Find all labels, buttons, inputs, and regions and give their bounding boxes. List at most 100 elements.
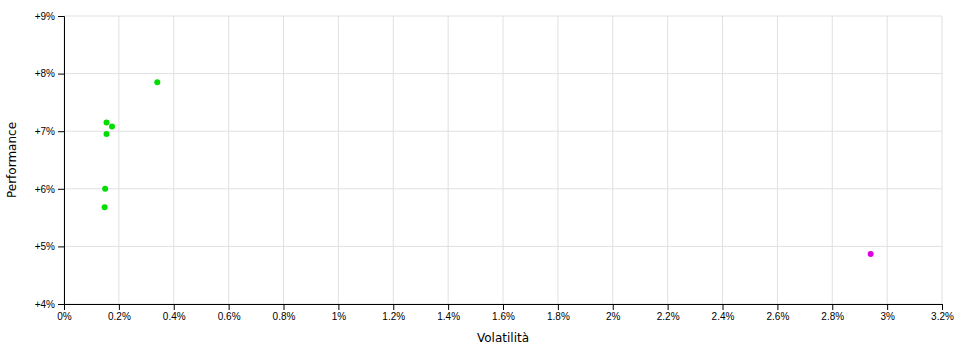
tick: +9%: [35, 11, 64, 22]
tick-mark: [887, 304, 888, 310]
tick: 1.6%: [492, 304, 515, 322]
tick: 3%: [880, 304, 895, 322]
tick-label: 1%: [332, 311, 347, 322]
grid-line-y: [64, 131, 942, 132]
point: [154, 79, 160, 85]
grid-line-x: [338, 16, 339, 304]
plot: 0% 0.2% 0.4% 0.6% 0.8% 1% 1.2% 1.4% 1.6% 1.8% 2% 2.…: [35, 11, 954, 322]
tick-label: 2%: [606, 311, 621, 322]
grid-line-x: [667, 16, 668, 304]
tick-mark: [284, 304, 285, 310]
x-axis-title: Volatilità: [477, 331, 529, 345]
tick-mark: [393, 304, 394, 310]
point: [109, 124, 115, 130]
grid-line-y: [64, 16, 942, 17]
tick-mark: [942, 304, 943, 310]
tick-label: 1.4%: [437, 311, 460, 322]
grid-line-x: [503, 16, 504, 304]
tick-label: +8%: [35, 68, 55, 79]
tick: 0.6%: [218, 304, 241, 322]
tick-label: 2.2%: [657, 311, 680, 322]
grid-line-x: [283, 16, 284, 304]
grid-line-x: [832, 16, 833, 304]
tick-mark: [58, 16, 64, 17]
tick: 1.4%: [437, 304, 460, 322]
tick: 1.8%: [547, 304, 570, 322]
grid-line-x: [118, 16, 119, 304]
tick: 2.8%: [821, 304, 844, 322]
grid-line-x: [722, 16, 723, 304]
tick-mark: [58, 304, 64, 305]
tick: +6%: [35, 184, 64, 195]
tick-label: 3.2%: [931, 311, 954, 322]
tick: 0.8%: [273, 304, 296, 322]
tick-label: 0.8%: [273, 311, 296, 322]
series: [868, 251, 874, 257]
tick-label: +5%: [35, 241, 55, 252]
series: [102, 79, 161, 210]
tick: 0.2%: [108, 304, 131, 322]
tick-label: +4%: [35, 299, 55, 310]
grid-line-x: [173, 16, 174, 304]
grid-line-x: [777, 16, 778, 304]
tick: 2.2%: [657, 304, 680, 322]
tick: 0.4%: [163, 304, 186, 322]
marks: [102, 79, 874, 257]
tick-label: 1.8%: [547, 311, 570, 322]
tick-mark: [174, 304, 175, 310]
tick-mark: [558, 304, 559, 310]
tick: 2%: [606, 304, 621, 322]
tick: +7%: [35, 126, 64, 137]
tick-mark: [58, 131, 64, 132]
grid-line-x: [228, 16, 229, 304]
tick-label: 3%: [880, 311, 895, 322]
tick-mark: [229, 304, 230, 310]
tick-label: 0%: [57, 311, 72, 322]
tick-label: 0.6%: [218, 311, 241, 322]
axis-line: [65, 305, 943, 311]
tick-mark: [777, 304, 778, 310]
grid-line-y: [64, 246, 942, 247]
point: [104, 131, 110, 137]
point: [104, 120, 110, 126]
tick-label: +7%: [35, 126, 55, 137]
chart: 0% 0.2% 0.4% 0.6% 0.8% 1% 1.2% 1.4% 1.6% 1.8% 2% 2.…: [0, 0, 966, 350]
tick-label: 2.4%: [712, 311, 735, 322]
tick: 1.2%: [382, 304, 405, 322]
tick: 3.2%: [931, 304, 954, 322]
grid-line-x: [448, 16, 449, 304]
y-axis-title: Performance: [5, 122, 19, 198]
point: [868, 251, 874, 257]
tick-label: 1.6%: [492, 311, 515, 322]
tick-label: +9%: [35, 11, 55, 22]
tick-label: +6%: [35, 184, 55, 195]
tick-mark: [668, 304, 669, 310]
grid-line-x: [942, 16, 943, 304]
grid-line-y: [64, 188, 942, 189]
x-axis: 0% 0.2% 0.4% 0.6% 0.8% 1% 1.2% 1.4% 1.6% 1.8% 2% 2.…: [57, 304, 954, 322]
tick: +8%: [35, 68, 64, 79]
grid: [64, 16, 942, 304]
tick: 0%: [57, 304, 72, 322]
tick: 2.4%: [712, 304, 735, 322]
tick-mark: [58, 246, 64, 247]
tick-mark: [58, 189, 64, 190]
tick-label: 2.6%: [766, 311, 789, 322]
tick: 1%: [332, 304, 347, 322]
grid-line-x: [393, 16, 394, 304]
tick-mark: [613, 304, 614, 310]
tick-mark: [503, 304, 504, 310]
tick-label: 1.2%: [382, 311, 405, 322]
tick: 2.6%: [766, 304, 789, 322]
tick-label: 2.8%: [821, 311, 844, 322]
tick-label: 0.4%: [163, 311, 186, 322]
grid-line-y: [64, 73, 942, 74]
y-axis: +4% +5% +6% +7% +8% +9%: [35, 11, 65, 310]
axis-line: [58, 17, 65, 305]
tick-mark: [832, 304, 833, 310]
tick-mark: [58, 74, 64, 75]
tick: +4%: [35, 299, 64, 310]
tick-mark: [119, 304, 120, 310]
tick-mark: [723, 304, 724, 310]
tick: +5%: [35, 241, 64, 252]
